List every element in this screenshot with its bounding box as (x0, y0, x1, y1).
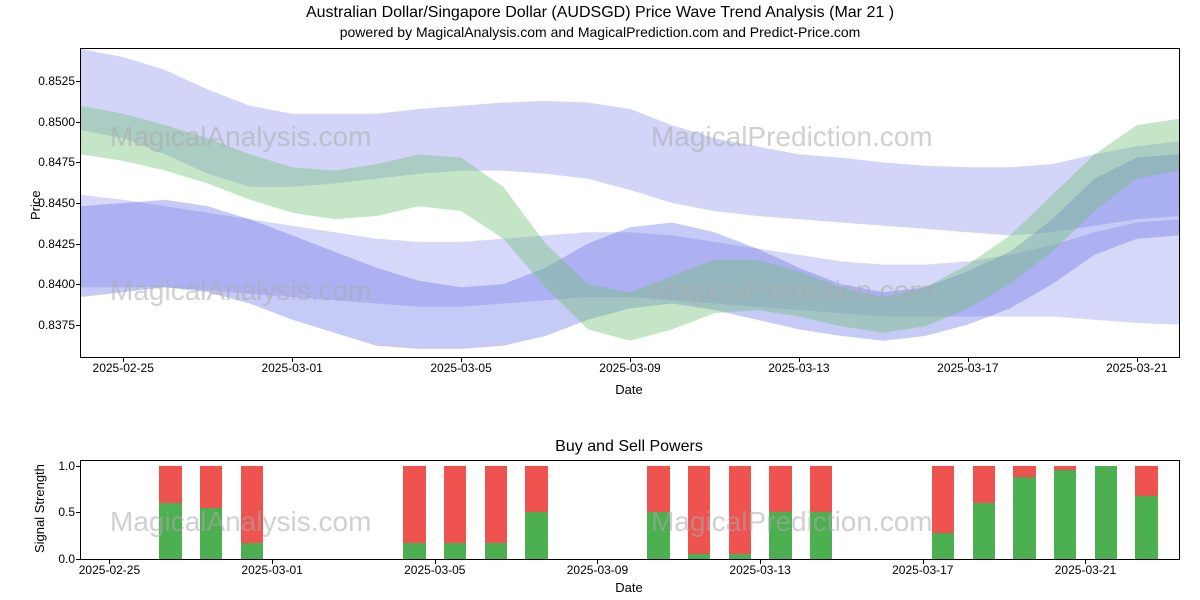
sell-bar (444, 466, 466, 543)
buy-bar (159, 503, 181, 559)
buy-bar (973, 503, 995, 559)
buy-bar (1135, 496, 1157, 559)
sell-bar (1054, 466, 1076, 471)
signal-bar (932, 461, 954, 559)
sell-bar (769, 466, 791, 513)
sell-bar (932, 466, 954, 533)
price-ytick: 0.8450 (38, 196, 81, 210)
sell-bar (647, 466, 669, 513)
signal-bar (525, 461, 547, 559)
buy-bar (403, 543, 425, 559)
price-ytick: 0.8525 (38, 74, 81, 88)
buy-bar (525, 512, 547, 559)
sell-bar (810, 466, 832, 513)
buy-bar (444, 543, 466, 559)
price-band (81, 49, 1179, 235)
bar-y-axis-label: Signal Strength (32, 464, 47, 553)
signal-bar (810, 461, 832, 559)
sell-bar (1135, 466, 1157, 496)
buy-bar (729, 554, 751, 559)
signal-bar (200, 461, 222, 559)
sell-bar (729, 466, 751, 555)
buy-bar (688, 554, 710, 559)
sell-bar (403, 466, 425, 543)
sell-bar (200, 466, 222, 508)
buy-bar (1054, 470, 1076, 559)
buy-bar (200, 508, 222, 559)
signal-bar (1013, 461, 1035, 559)
price-ytick: 0.8375 (38, 318, 81, 332)
buy-bar (810, 512, 832, 559)
signal-bar (688, 461, 710, 559)
price-x-axis-label: Date (615, 382, 642, 397)
signal-bar (973, 461, 995, 559)
signal-bar (241, 461, 263, 559)
price-ytick: 0.8400 (38, 277, 81, 291)
sell-bar (525, 466, 547, 513)
sell-bar (241, 466, 263, 543)
bar-chart-panel: 0.00.51.02025-02-252025-03-012025-03-052… (80, 460, 1180, 560)
signal-bar (1095, 461, 1117, 559)
buy-bar (769, 512, 791, 559)
price-bands-svg (81, 49, 1179, 357)
buy-bar (1013, 477, 1035, 559)
sell-bar (1013, 466, 1035, 477)
price-ytick: 0.8425 (38, 237, 81, 251)
price-ytick: 0.8475 (38, 155, 81, 169)
chart-title: Australian Dollar/Singapore Dollar (AUDS… (0, 4, 1200, 22)
signal-bar (729, 461, 751, 559)
sell-bar (688, 466, 710, 555)
buy-bar (1095, 466, 1117, 559)
signal-bar (769, 461, 791, 559)
signal-bar (403, 461, 425, 559)
bar-x-axis-label: Date (615, 580, 642, 595)
price-y-axis-label: Price (28, 190, 43, 220)
signal-bar (1054, 461, 1076, 559)
bar-chart-title: Buy and Sell Powers (555, 438, 703, 456)
price-ytick: 0.8500 (38, 115, 81, 129)
buy-bar (241, 543, 263, 559)
buy-bar (485, 543, 507, 559)
signal-bar (485, 461, 507, 559)
sell-bar (159, 466, 181, 503)
sell-bar (485, 466, 507, 543)
buy-bar (932, 533, 954, 559)
signal-bar (1135, 461, 1157, 559)
signal-bar (444, 461, 466, 559)
chart-subtitle: powered by MagicalAnalysis.com and Magic… (0, 24, 1200, 40)
price-chart-panel: 0.83750.84000.84250.84500.84750.85000.85… (80, 48, 1180, 358)
signal-bar (647, 461, 669, 559)
sell-bar (973, 466, 995, 503)
signal-bar (159, 461, 181, 559)
buy-bar (647, 512, 669, 559)
